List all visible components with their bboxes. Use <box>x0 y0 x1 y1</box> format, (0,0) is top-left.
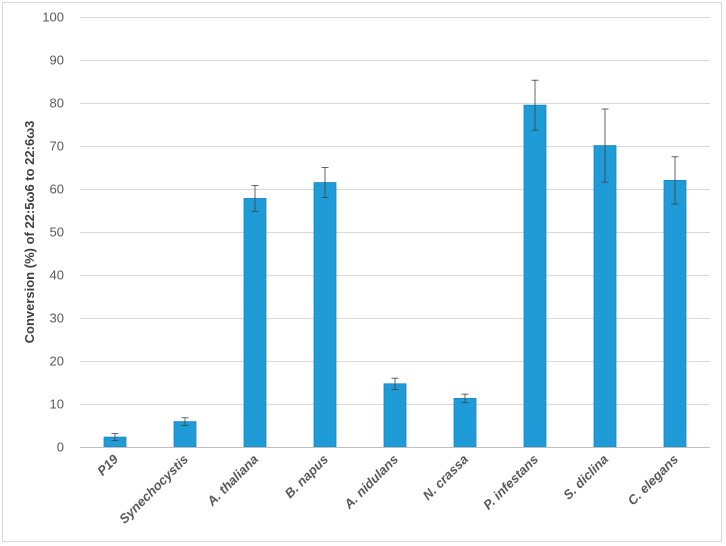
y-axis-ticks: 0 10 20 30 40 50 60 70 80 90 100 <box>42 10 64 455</box>
error-bar <box>111 433 119 441</box>
x-tick-label: P. infestans <box>480 452 541 513</box>
error-bar <box>251 185 259 212</box>
bars <box>103 104 687 448</box>
bar-a-nidulans <box>383 383 407 448</box>
error-bars <box>111 79 679 441</box>
bar-c-elegans <box>663 179 687 448</box>
x-tick-label: N. crassa <box>420 452 471 503</box>
bar-p-infestans <box>523 104 547 448</box>
bar-a-thaliana <box>243 198 267 448</box>
error-bar <box>461 393 469 404</box>
y-tick-label: 30 <box>50 311 64 326</box>
y-tick-label: 20 <box>50 354 64 369</box>
y-tick-label: 10 <box>50 397 64 412</box>
y-tick-label: 80 <box>50 96 64 111</box>
x-tick-label: A. nidulans <box>340 452 401 513</box>
y-tick-label: 50 <box>50 225 64 240</box>
error-bar <box>531 79 539 131</box>
error-bar <box>601 108 609 183</box>
error-bar <box>671 156 679 205</box>
y-axis-label: Conversion (%) of 22:5ω6 to 22:6ω3 <box>22 121 37 344</box>
y-tick-label: 70 <box>50 139 64 154</box>
bar-n-crassa <box>453 398 477 448</box>
y-tick-label: 90 <box>50 53 64 68</box>
y-tick-label: 40 <box>50 268 64 283</box>
x-tick-label: A. thaliana <box>203 452 261 510</box>
y-tick-label: 60 <box>50 182 64 197</box>
error-bar <box>181 417 189 426</box>
x-tick-label: S. diclina <box>560 452 611 503</box>
error-bar <box>321 167 329 199</box>
error-bar <box>391 377 399 390</box>
x-tick-label: C. elegans <box>625 452 682 509</box>
x-tick-label: B. napus <box>282 452 331 501</box>
bar-b-napus <box>313 182 337 448</box>
y-tick-label: 100 <box>42 10 64 25</box>
bar-s-diclina <box>593 145 617 448</box>
x-tick-label: P19 <box>94 451 122 479</box>
x-tick-label: Synechocystis <box>116 452 191 527</box>
y-tick-label: 0 <box>57 440 64 455</box>
